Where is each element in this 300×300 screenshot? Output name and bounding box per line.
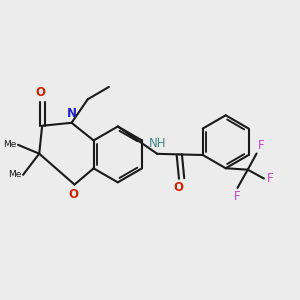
Text: F: F — [234, 190, 241, 203]
Text: F: F — [258, 139, 265, 152]
Text: N: N — [67, 107, 76, 121]
Text: NH: NH — [149, 137, 166, 150]
Text: Me: Me — [3, 140, 16, 149]
Text: F: F — [267, 172, 274, 185]
Text: O: O — [174, 182, 184, 194]
Text: O: O — [68, 188, 78, 201]
Text: O: O — [36, 86, 46, 99]
Text: Me: Me — [8, 170, 22, 179]
